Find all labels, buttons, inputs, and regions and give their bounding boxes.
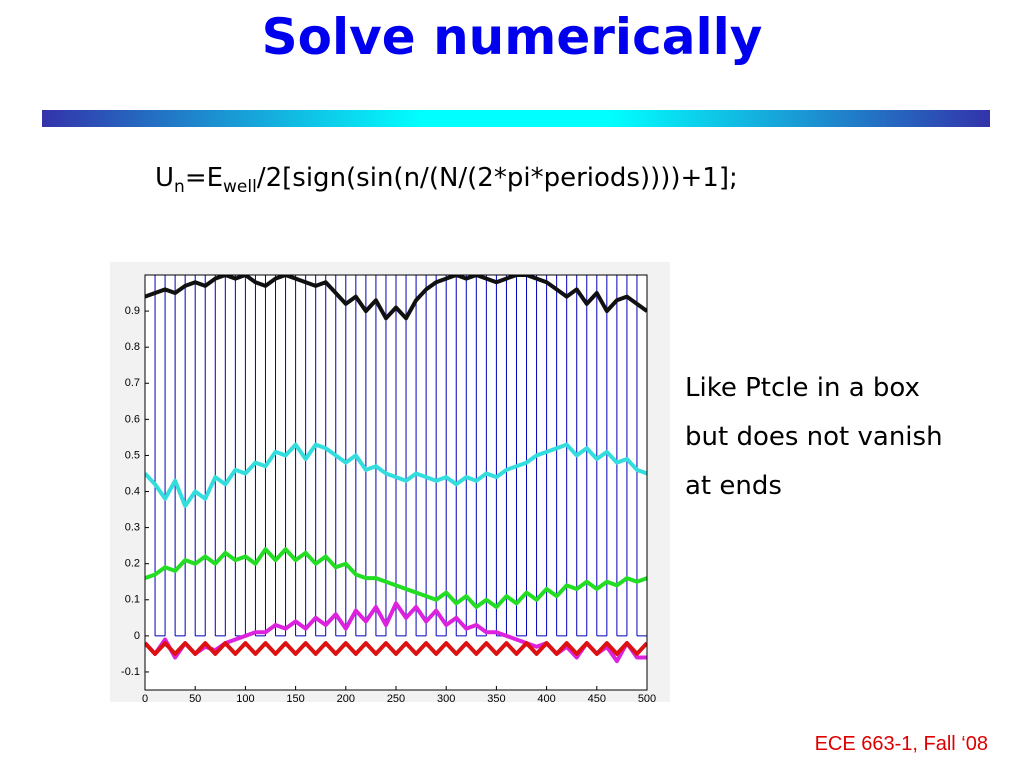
plot-layer bbox=[145, 275, 647, 664]
y-tick-label: 0.2 bbox=[125, 558, 140, 570]
y-tick-label: 0.9 bbox=[125, 305, 140, 317]
x-tick-label: 150 bbox=[286, 693, 304, 702]
series-line bbox=[145, 547, 647, 609]
x-tick-label: 400 bbox=[537, 693, 555, 702]
chart: 0 50 100 150 200 250 300 350 400 450 500 -0.1 0 0.1 0.… bbox=[110, 262, 670, 702]
y-tick-label: 0.3 bbox=[125, 522, 140, 534]
formula: Un=Ewell/2[sign(sin(n/(N/(2*pi*periods))… bbox=[155, 163, 738, 197]
x-tick-label: 0 bbox=[142, 693, 148, 702]
y-tick-label: 0.4 bbox=[125, 485, 140, 497]
formula-part: =E bbox=[184, 163, 224, 193]
y-tick-label: 0.8 bbox=[125, 341, 140, 353]
title-rule bbox=[42, 110, 990, 127]
body-line: Like Ptcle in a box bbox=[685, 373, 920, 403]
formula-part: /2[sign(sin(n/(N/(2*pi*periods))))+1]; bbox=[256, 163, 738, 193]
body-line: but does not vanish bbox=[685, 422, 943, 452]
y-tick-label: 0.7 bbox=[125, 377, 140, 389]
formula-sub: n bbox=[174, 177, 185, 198]
y-tick-label: 0 bbox=[134, 630, 140, 642]
slide-title: Solve numerically bbox=[261, 8, 763, 66]
formula-part: U bbox=[155, 163, 175, 193]
axes-layer: 0 50 100 150 200 250 300 350 400 450 500 -0.1 0 0.1 0.… bbox=[121, 305, 656, 702]
y-tick-label: -0.1 bbox=[121, 666, 140, 678]
body-line: at ends bbox=[685, 471, 782, 501]
footer: ECE 663-1, Fall ‘08 bbox=[814, 733, 988, 755]
formula-sub: well bbox=[223, 177, 257, 198]
x-tick-label: 500 bbox=[638, 693, 656, 702]
x-tick-label: 350 bbox=[487, 693, 505, 702]
x-tick-label: 250 bbox=[387, 693, 405, 702]
x-tick-label: 300 bbox=[437, 693, 455, 702]
x-tick-label: 200 bbox=[337, 693, 355, 702]
x-tick-label: 450 bbox=[588, 693, 606, 702]
series-line bbox=[145, 442, 647, 508]
x-tick-label: 50 bbox=[189, 693, 201, 702]
plot-frame bbox=[144, 274, 648, 691]
y-tick-label: 0.6 bbox=[125, 413, 140, 425]
series-line bbox=[145, 641, 647, 656]
series-line bbox=[145, 275, 647, 321]
y-tick-label: 0.1 bbox=[125, 594, 140, 606]
y-tick-label: 0.5 bbox=[125, 449, 140, 461]
x-tick-label: 100 bbox=[236, 693, 254, 702]
